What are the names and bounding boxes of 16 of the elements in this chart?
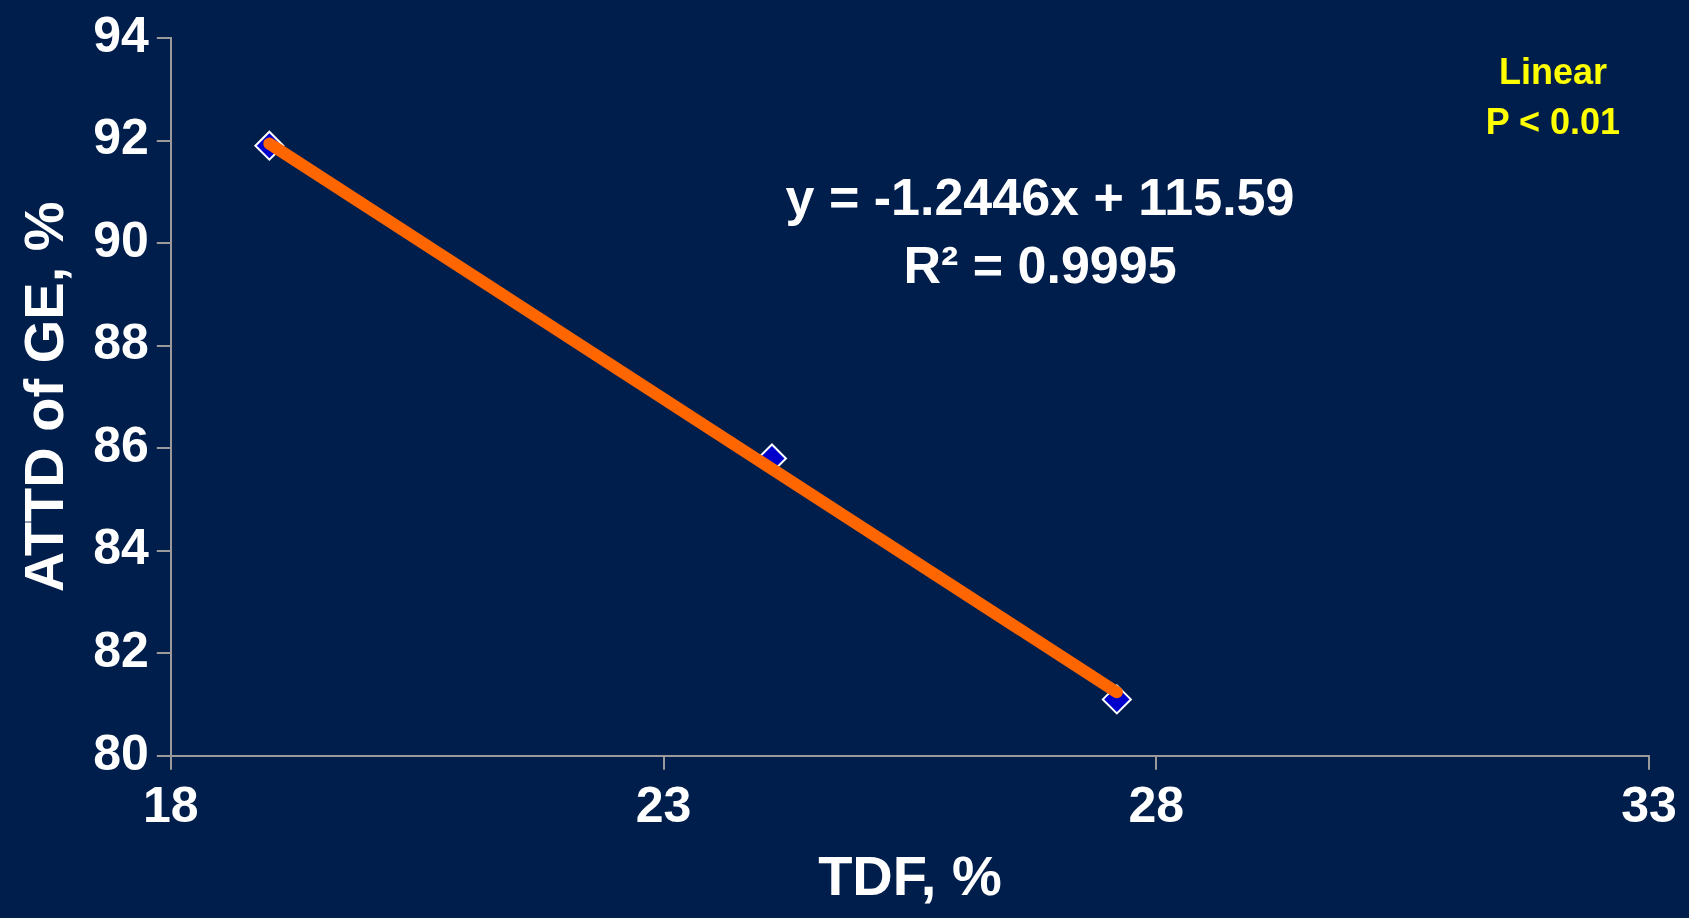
y-tick-label: 92 <box>93 109 149 166</box>
x-axis-title: TDF, % <box>818 843 1002 907</box>
y-tick-label: 88 <box>93 314 149 371</box>
y-tick-label: 90 <box>93 211 149 268</box>
y-axis-title: ATTD of GE, % <box>12 201 76 593</box>
y-tick-label: 84 <box>93 519 149 576</box>
annotation: y = -1.2446x + 115.59 <box>785 167 1295 226</box>
annotation: R² = 0.9995 <box>903 236 1177 295</box>
y-tick-label: 82 <box>93 622 149 679</box>
y-tick-label: 86 <box>93 416 149 473</box>
x-tick-label: 33 <box>1621 776 1677 833</box>
x-tick-label: 23 <box>635 776 692 833</box>
annotation: P < 0.01 <box>1485 101 1621 143</box>
annotation: Linear <box>1498 50 1607 92</box>
x-tick-label: 28 <box>1128 776 1185 833</box>
y-tick-label: 94 <box>93 6 149 63</box>
